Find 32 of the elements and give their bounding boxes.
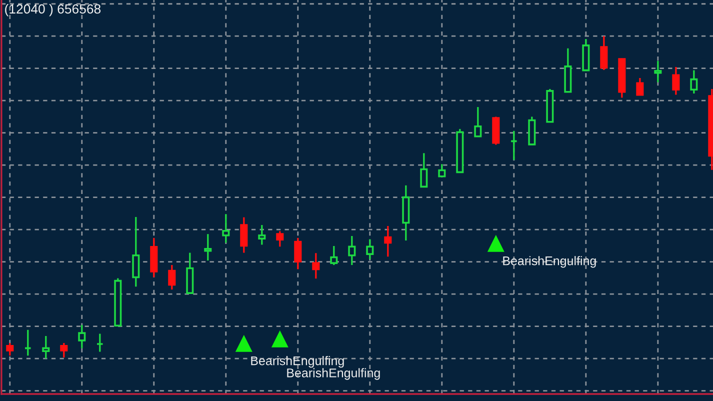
- candlestick: [636, 77, 644, 96]
- candlestick: [24, 328, 32, 356]
- candlestick: [42, 335, 50, 360]
- candlestick: [420, 152, 428, 188]
- candlestick: [6, 342, 14, 356]
- candlestick: [384, 225, 392, 258]
- candlestick: [654, 60, 662, 84]
- candlestick: [78, 324, 86, 350]
- candlestick: [510, 130, 518, 161]
- candlestick: [204, 233, 212, 262]
- candlestick: [600, 35, 608, 71]
- candlestick: [222, 213, 230, 244]
- candlestick: [276, 230, 284, 248]
- candlestick: [312, 252, 320, 280]
- candlestick: [96, 332, 104, 353]
- candlestick: [258, 224, 266, 246]
- candlestick: [294, 237, 302, 270]
- candlestick: [672, 66, 680, 96]
- annotation: BearishEngulfing: [251, 356, 344, 368]
- text: BearishEngulfing: [287, 368, 380, 380]
- candlestick: [330, 245, 338, 266]
- candlestick: [240, 216, 248, 254]
- candlestick: [348, 235, 356, 266]
- candlestick: [168, 264, 176, 290]
- annotation: BearishEngulfing: [503, 256, 596, 268]
- candlestick: [474, 106, 482, 138]
- candlestick: [438, 163, 446, 178]
- candlestick: [690, 69, 698, 94]
- candlestick: [366, 238, 374, 260]
- candlestick: [60, 342, 68, 358]
- chart-title: (12040 ) 656568: [5, 4, 101, 16]
- candlestick: [132, 216, 140, 288]
